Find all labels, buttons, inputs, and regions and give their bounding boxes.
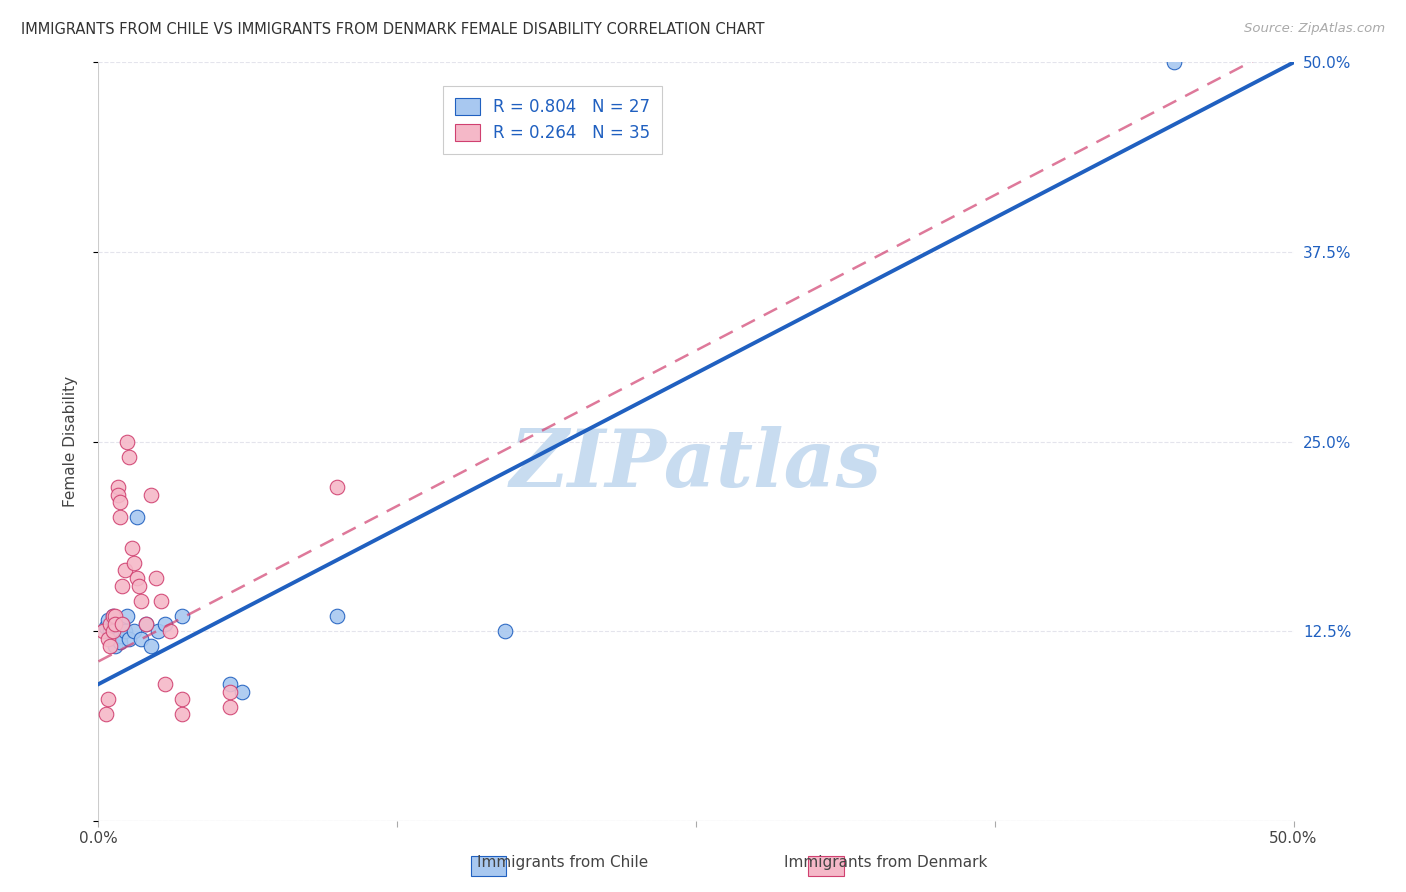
Point [108, 629, 131, 643]
Text: Immigrants from Denmark: Immigrants from Denmark [785, 855, 987, 870]
Point [107, 480, 129, 494]
Point [98, 639, 122, 653]
Text: ZIPatlas: ZIPatlas [510, 425, 882, 503]
Point [111, 616, 134, 631]
Point [91, 624, 114, 639]
Point [101, 616, 124, 631]
Point [131, 632, 153, 646]
Point [111, 579, 134, 593]
Point [172, 692, 194, 706]
Point [107, 487, 129, 501]
Point [326, 608, 349, 623]
Point [121, 541, 143, 555]
Point [111, 616, 134, 631]
Point [108, 510, 131, 524]
Point [118, 450, 141, 464]
Text: Immigrants from Chile: Immigrants from Chile [477, 855, 648, 870]
Point [114, 564, 136, 578]
Point [115, 608, 138, 623]
Text: IMMIGRANTS FROM CHILE VS IMMIGRANTS FROM DENMARK FEMALE DISABILITY CORRELATION C: IMMIGRANTS FROM CHILE VS IMMIGRANTS FROM… [21, 22, 765, 37]
Text: Source: ZipAtlas.com: Source: ZipAtlas.com [1244, 22, 1385, 36]
Legend: R = 0.804   N = 27, R = 0.264   N = 35: R = 0.804 N = 27, R = 0.264 N = 35 [443, 86, 662, 154]
Point [94, 619, 117, 633]
Point [114, 624, 136, 639]
Point [494, 624, 516, 639]
Point [219, 677, 242, 691]
Point [124, 624, 146, 639]
Point [125, 510, 148, 524]
Point [1163, 55, 1185, 70]
Point [94, 707, 117, 722]
Point [101, 624, 124, 639]
Point [231, 685, 253, 699]
Point [219, 685, 242, 699]
Point [124, 556, 146, 570]
Point [155, 677, 177, 691]
Point [108, 495, 131, 509]
Point [135, 616, 157, 631]
Point [145, 571, 167, 585]
Point [104, 632, 127, 646]
Point [97, 632, 120, 646]
Point [172, 707, 194, 722]
Point [98, 616, 122, 631]
Point [101, 608, 124, 623]
Point [139, 639, 162, 653]
Y-axis label: Female Disability: Female Disability [63, 376, 77, 508]
Point [128, 579, 150, 593]
Point [104, 639, 127, 653]
Point [172, 608, 194, 623]
Point [97, 614, 120, 628]
Point [131, 594, 153, 608]
Point [219, 699, 242, 714]
Point [104, 608, 127, 623]
Point [118, 632, 141, 646]
Point [135, 616, 157, 631]
Point [149, 594, 172, 608]
Point [326, 480, 349, 494]
Point [159, 624, 181, 639]
Point [108, 634, 131, 648]
Point [104, 616, 127, 631]
Point [107, 619, 129, 633]
Point [97, 692, 120, 706]
Point [139, 487, 162, 501]
Point [125, 571, 148, 585]
Point [98, 624, 122, 639]
Point [148, 624, 170, 639]
Point [155, 616, 177, 631]
Point [115, 434, 138, 449]
Point [101, 608, 124, 623]
